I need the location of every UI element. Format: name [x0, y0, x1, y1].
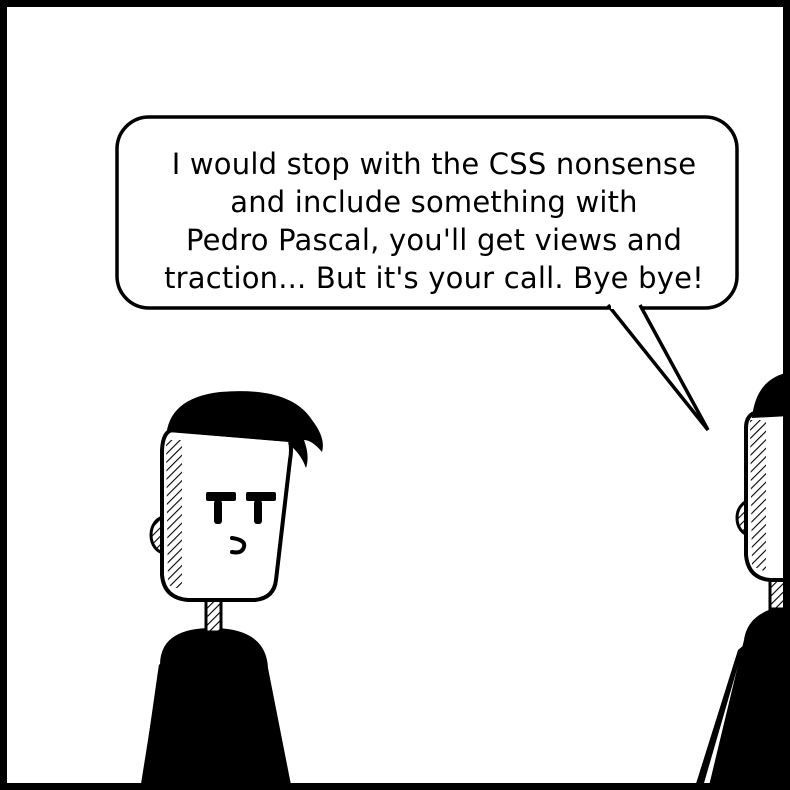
speech-line: Pedro Pascal, you'll get views and — [185, 223, 683, 257]
speech-line: I would stop with the CSS nonsense — [171, 147, 697, 181]
left-character-head — [160, 427, 293, 602]
speech-bubble-text: I would stop with the CSS nonsense and i… — [127, 127, 741, 315]
speech-line: and include something with — [230, 185, 638, 219]
right-character-body — [709, 606, 783, 783]
speech-line: traction... But it's your call. Bye bye! — [164, 261, 704, 295]
left-character-mouth — [230, 536, 247, 555]
speech-bubble — [115, 115, 739, 432]
left-character-hair — [166, 391, 323, 468]
right-character — [696, 373, 783, 783]
left-character-eyes — [206, 492, 276, 524]
left-character — [141, 391, 323, 783]
right-character-hair — [752, 373, 783, 418]
left-character-neck — [204, 596, 223, 634]
left-character-body — [141, 628, 291, 783]
